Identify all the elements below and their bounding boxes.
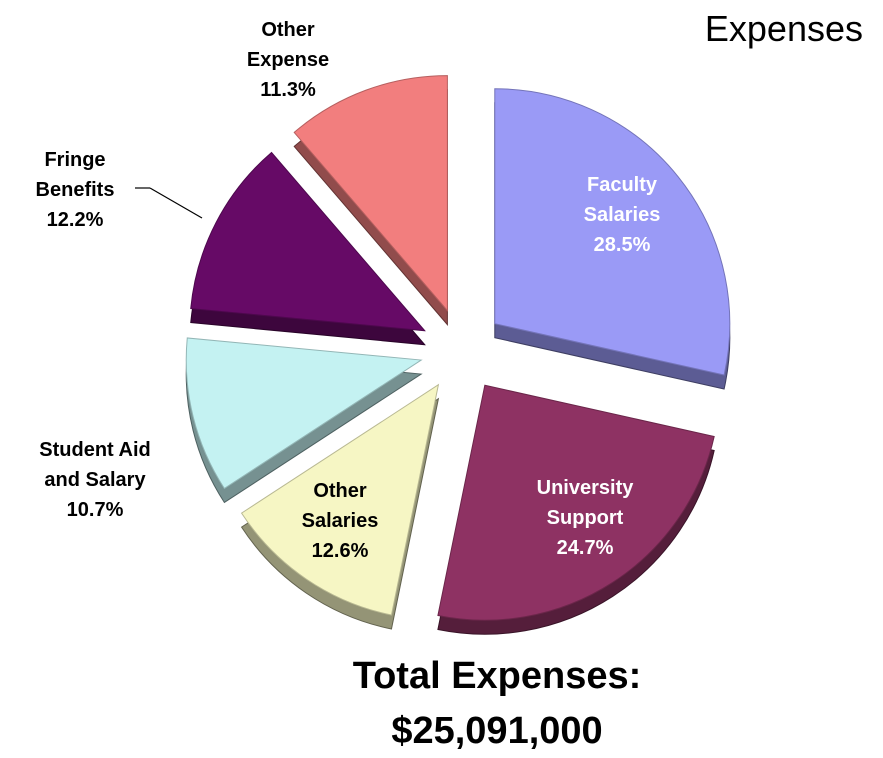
value-label: 11.3% bbox=[260, 79, 316, 101]
chart-title: Expenses bbox=[704, 8, 863, 49]
value-label: 12.2% bbox=[46, 209, 104, 231]
category-label: Student Aid and Salary bbox=[39, 439, 151, 491]
slice-label: Student Aid and Salary 10.7% bbox=[30, 435, 160, 525]
total-label: Total Expenses: bbox=[352, 655, 642, 697]
slice bbox=[293, 75, 448, 312]
category-label: Faculty Salaries bbox=[583, 174, 661, 226]
slice-label: University Support 24.7% bbox=[520, 473, 650, 563]
category-label: Fringe Benefits bbox=[35, 149, 115, 201]
total-value: $25,091,000 bbox=[391, 710, 603, 752]
value-label: 10.7% bbox=[66, 499, 124, 521]
slice bbox=[190, 151, 426, 332]
category-label: Other Expense bbox=[246, 19, 330, 71]
slice-label: Faculty Salaries 28.5% bbox=[557, 170, 687, 260]
value-label: 28.5% bbox=[593, 234, 651, 256]
slice bbox=[437, 384, 715, 621]
category-label: Other Salaries bbox=[301, 480, 379, 532]
value-label: 24.7% bbox=[556, 537, 614, 559]
leader-line bbox=[149, 187, 203, 219]
slice-label: Other Expense 11.3% bbox=[223, 15, 353, 105]
slice bbox=[494, 88, 731, 376]
slice bbox=[240, 383, 440, 616]
slice bbox=[185, 337, 423, 490]
value-label: 12.6% bbox=[311, 540, 369, 562]
slice-label: Fringe Benefits 12.2% bbox=[10, 145, 140, 235]
category-label: University Support bbox=[536, 477, 634, 529]
slice-label: Other Salaries 12.6% bbox=[275, 476, 405, 566]
